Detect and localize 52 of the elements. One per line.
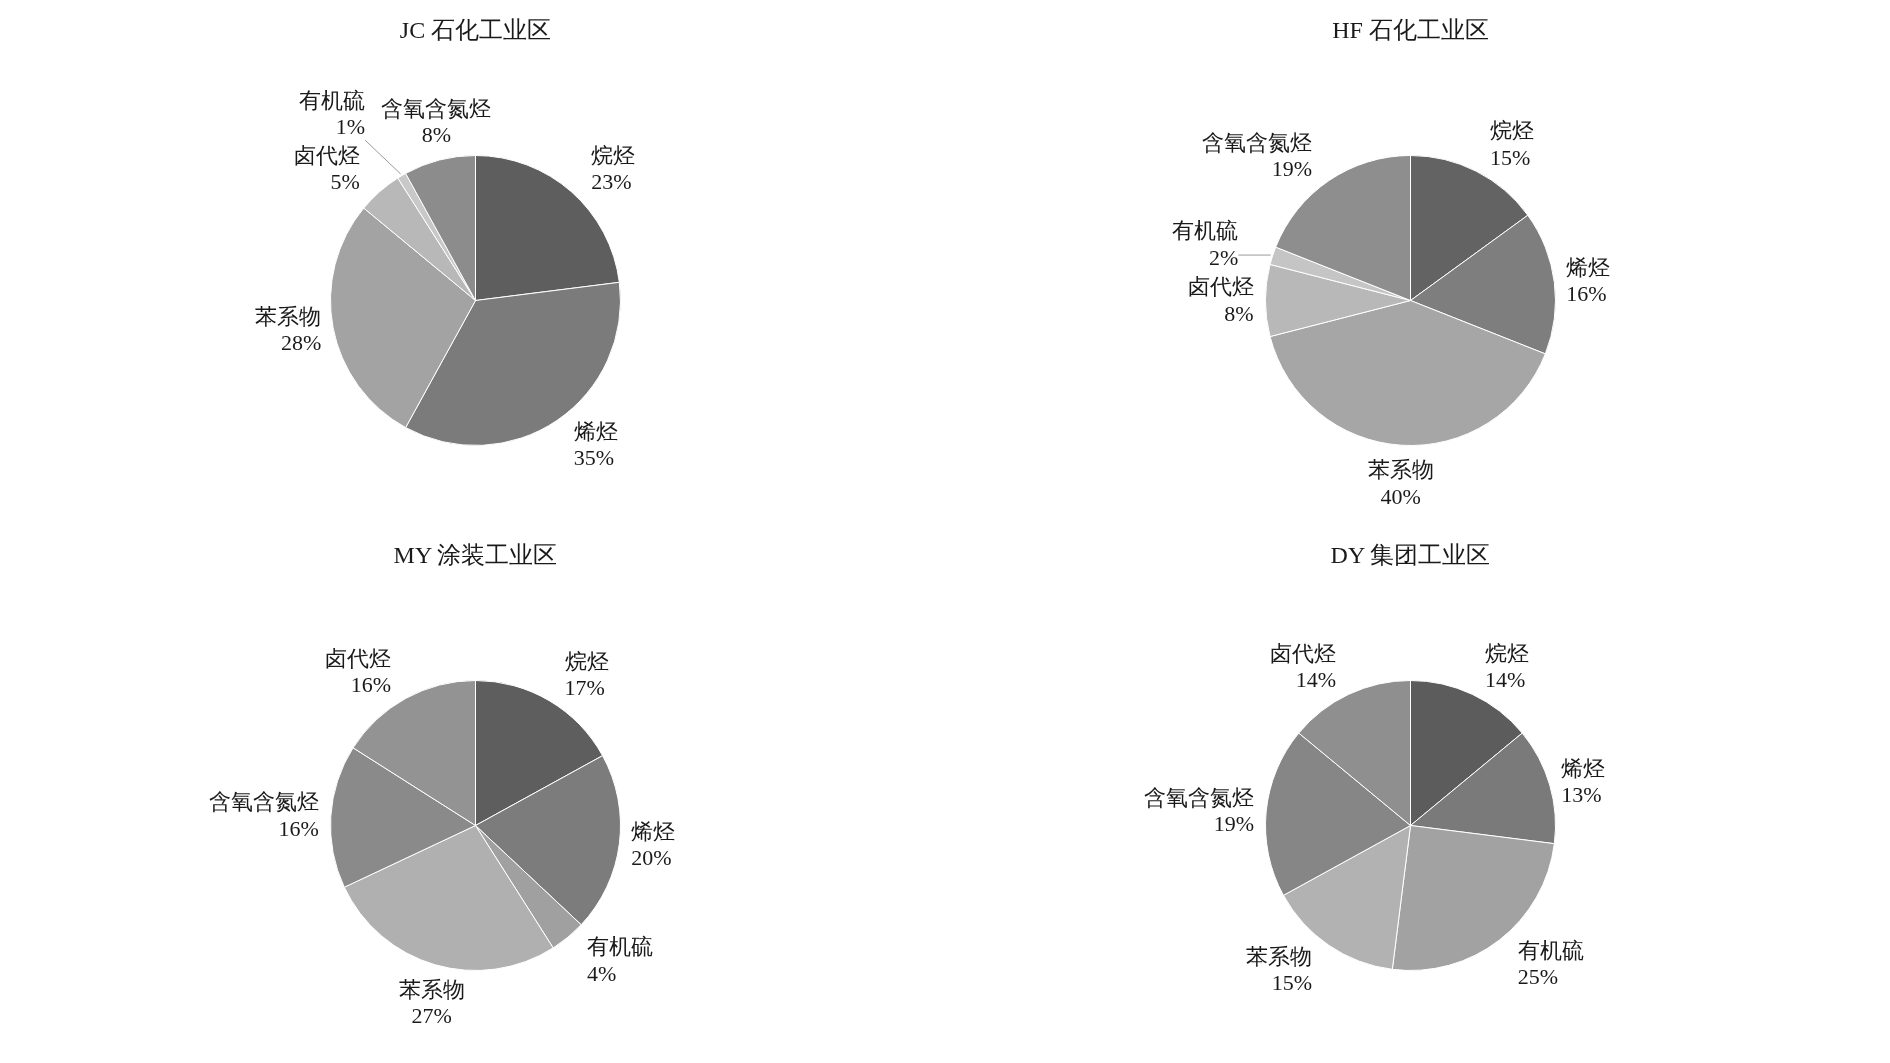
- data-label: 1%: [335, 113, 366, 139]
- slice-label: 烷烃: [591, 143, 636, 169]
- data-label: 19%: [1271, 156, 1313, 181]
- data-label: 16%: [1566, 281, 1607, 307]
- data-label: 15%: [1271, 970, 1313, 996]
- data-label: 8%: [421, 122, 452, 148]
- slice-label: 含氧含氮烃: [1202, 129, 1313, 155]
- slice-label: 含氧含氮烃: [381, 95, 492, 121]
- chart-title: JC 石化工业区: [398, 16, 553, 45]
- data-label: 35%: [573, 445, 615, 471]
- slice-label: 烷烃: [564, 648, 609, 674]
- data-label: 5%: [330, 169, 360, 195]
- slice-label: 卤代烃: [325, 645, 392, 671]
- slice-label: 烯烃: [631, 819, 676, 845]
- slice-label: 卤代烃: [293, 143, 360, 169]
- data-label: 14%: [1485, 667, 1526, 693]
- slice-label: 苯系物: [255, 303, 322, 329]
- data-label: 13%: [1561, 781, 1602, 807]
- slice-label: 烯烃: [1561, 755, 1606, 781]
- chart-title: HF 石化工业区: [1331, 16, 1490, 45]
- slice-label: 苯系物: [398, 976, 465, 1002]
- data-label: 27%: [411, 1002, 452, 1028]
- slice-label: 烯烃: [573, 419, 618, 445]
- data-label: 14%: [1295, 667, 1336, 693]
- slice-label: 烷烃: [1485, 641, 1530, 666]
- data-label: 16%: [278, 815, 319, 841]
- data-label: 28%: [280, 330, 322, 356]
- data-label: 15%: [1489, 144, 1531, 170]
- chart-title: MY 涂装工业区: [392, 541, 559, 570]
- data-label: 2%: [1209, 244, 1239, 270]
- slice-label: 烷烃: [1489, 118, 1534, 144]
- slice-label: 烯烃: [1566, 254, 1611, 280]
- slice-label: 苯系物: [1367, 457, 1434, 483]
- slice-label: 卤代烃: [1187, 274, 1254, 300]
- slice-label: 有机硫: [299, 87, 366, 113]
- data-label: 16%: [350, 672, 392, 698]
- data-label: 40%: [1380, 483, 1421, 509]
- data-label: 4%: [587, 960, 617, 986]
- slice-label: 苯系物: [1246, 944, 1313, 970]
- slice-label: 含氧含氮烃: [1144, 784, 1255, 810]
- slice-label: 有机硫: [587, 934, 654, 960]
- data-label: 19%: [1213, 810, 1255, 836]
- slice-label: 卤代烃: [1269, 641, 1336, 666]
- data-label: 8%: [1224, 300, 1254, 326]
- slice-label: 有机硫: [1517, 937, 1584, 963]
- data-label: 25%: [1517, 964, 1559, 990]
- data-label: 23%: [591, 169, 632, 195]
- slice-label: 含氧含氮烃: [208, 789, 319, 815]
- data-label: 20%: [631, 845, 672, 871]
- chart-title: DY 集团工业区: [1329, 541, 1492, 570]
- slice-label: 有机硫: [1172, 218, 1239, 244]
- data-label: 17%: [564, 675, 605, 701]
